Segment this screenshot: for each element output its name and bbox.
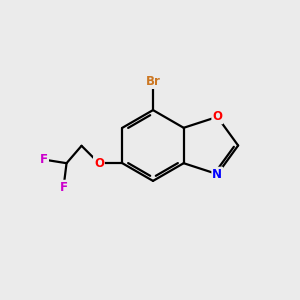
Text: F: F bbox=[40, 153, 48, 166]
Text: N: N bbox=[212, 168, 222, 181]
Text: O: O bbox=[94, 157, 104, 170]
Text: Br: Br bbox=[146, 75, 160, 88]
Text: F: F bbox=[59, 181, 68, 194]
Text: O: O bbox=[212, 110, 222, 123]
